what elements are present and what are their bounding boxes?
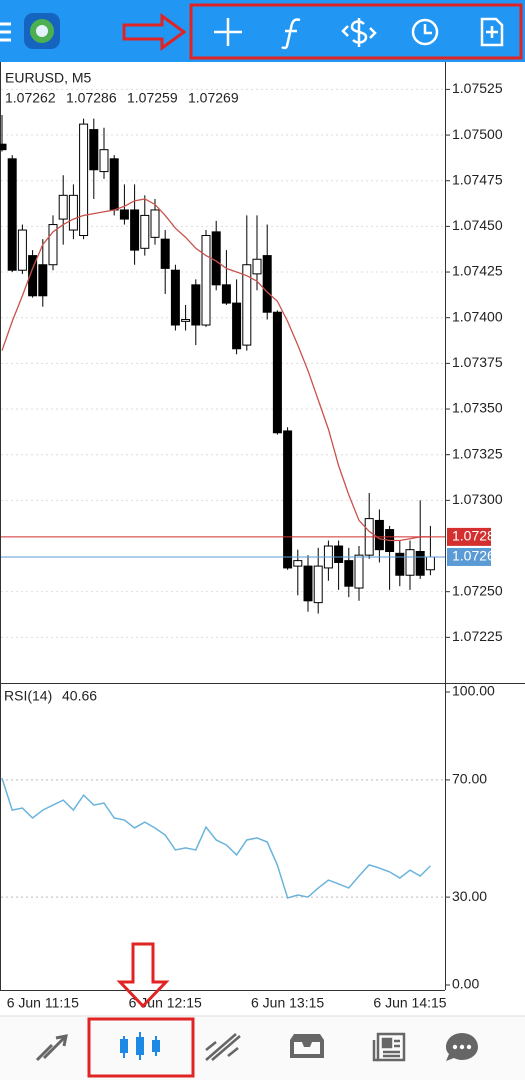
y-tick-label: 100.00 (452, 683, 495, 699)
candle-body (191, 284, 201, 326)
candle-body (201, 235, 211, 326)
candle-body (48, 224, 58, 266)
chart-title: EURUSD, M5 (5, 70, 92, 86)
y-tick-label: 1.07350 (452, 400, 503, 416)
candle-body (262, 255, 272, 313)
candle-body (303, 565, 313, 602)
candle-body (242, 264, 252, 346)
candle-body (313, 565, 323, 604)
candle-body (17, 229, 27, 271)
x-tick-label: 6 Jun 13:15 (251, 995, 324, 1011)
candle-body (109, 158, 119, 211)
y-tick-label: 0.00 (452, 976, 479, 992)
candle-body (38, 264, 48, 297)
y-tick-label: 1.07300 (452, 491, 503, 507)
trade-tab[interactable] (205, 1033, 241, 1061)
quotes-tab[interactable] (35, 1034, 68, 1062)
y-tick-label: 1.07225 (452, 628, 503, 644)
candle-body (415, 550, 425, 576)
rsi-line (1, 777, 431, 899)
objects-button[interactable] (480, 17, 504, 47)
candle-body (293, 560, 303, 567)
app-logo[interactable] (24, 13, 60, 49)
highlight-arrow (116, 942, 170, 1009)
candle-body (99, 149, 109, 173)
y-tick-label: 1.07400 (452, 308, 503, 324)
candle-body (68, 194, 78, 231)
rsi-value: 40.66 (62, 688, 97, 704)
low-value: 1.07259 (127, 90, 178, 106)
candle-body (170, 269, 180, 326)
y-tick-label: 1.07325 (452, 445, 503, 461)
chat-tab[interactable] (446, 1033, 478, 1061)
highlight-box (189, 3, 523, 60)
candle-body (405, 549, 415, 576)
y-tick-label: 1.07450 (452, 217, 503, 233)
candle-body (79, 123, 89, 237)
candle-body (395, 552, 405, 576)
close-value: 1.07269 (188, 90, 239, 106)
x-tick-label: 6 Jun 14:15 (373, 995, 446, 1011)
candle-body (211, 231, 221, 286)
candle-body (119, 209, 129, 220)
candle-body (425, 556, 435, 571)
high-value: 1.07286 (66, 90, 117, 106)
y-tick-label: 30.00 (452, 888, 487, 904)
candle-body (232, 302, 242, 350)
trade-button[interactable] (341, 18, 377, 47)
ask-label-bg (447, 527, 491, 546)
crosshair-button[interactable] (214, 18, 242, 46)
candle-body (130, 209, 140, 251)
ohlc-readout: 1.07262 1.07286 1.07259 1.07269 (5, 90, 239, 106)
candle-body (0, 143, 7, 151)
history-tab[interactable] (290, 1034, 324, 1058)
candle-body (160, 238, 170, 269)
timeframe-button[interactable] (411, 18, 439, 46)
moving-average (1, 198, 431, 542)
open-value: 1.07262 (5, 90, 56, 106)
chart-tab[interactable] (120, 1032, 160, 1060)
bid-label-bg (447, 547, 491, 566)
candle-body (374, 519, 384, 551)
highlight-arrow (122, 13, 187, 51)
candle-body (89, 129, 99, 171)
y-tick-label: 1.07500 (452, 126, 503, 142)
x-tick-label: 6 Jun 12:15 (129, 995, 202, 1011)
chart-frame (0, 62, 525, 991)
candle-body (272, 311, 282, 434)
y-tick-label: 70.00 (452, 771, 487, 787)
candle-body (354, 554, 364, 589)
x-tick-label: 6 Jun 11:15 (7, 995, 79, 1011)
candle-body (58, 194, 68, 220)
y-tick-label: 1.07250 (452, 582, 503, 598)
candle-body (140, 214, 150, 249)
indicators-button[interactable] (281, 18, 301, 50)
candle-body (28, 255, 38, 297)
candle-body (150, 209, 160, 238)
plot-area: 1.07525 1.07500 1.07475 1.07450 1.07425 1.074… (0, 80, 503, 1011)
bid-label: 1.07269 (452, 548, 503, 564)
candle-body (181, 319, 191, 322)
menu-button[interactable] (0, 22, 11, 42)
candle-body (334, 545, 344, 563)
highlight-box (87, 1017, 195, 1078)
candle-body (221, 284, 231, 304)
ask-label: 1.07280 (452, 528, 503, 544)
candle-body (344, 560, 354, 587)
y-tick-label: 1.07525 (452, 80, 503, 96)
y-tick-label: 1.07375 (452, 354, 503, 370)
y-tick-label: 1.07475 (452, 171, 503, 187)
rsi-title: RSI(14) (4, 688, 52, 704)
news-tab[interactable] (372, 1032, 406, 1062)
y-tick-label: 1.07425 (452, 263, 503, 279)
candle-body (283, 430, 293, 569)
candle-body (252, 258, 262, 275)
top-bar (0, 0, 525, 62)
candle-body (7, 158, 17, 271)
